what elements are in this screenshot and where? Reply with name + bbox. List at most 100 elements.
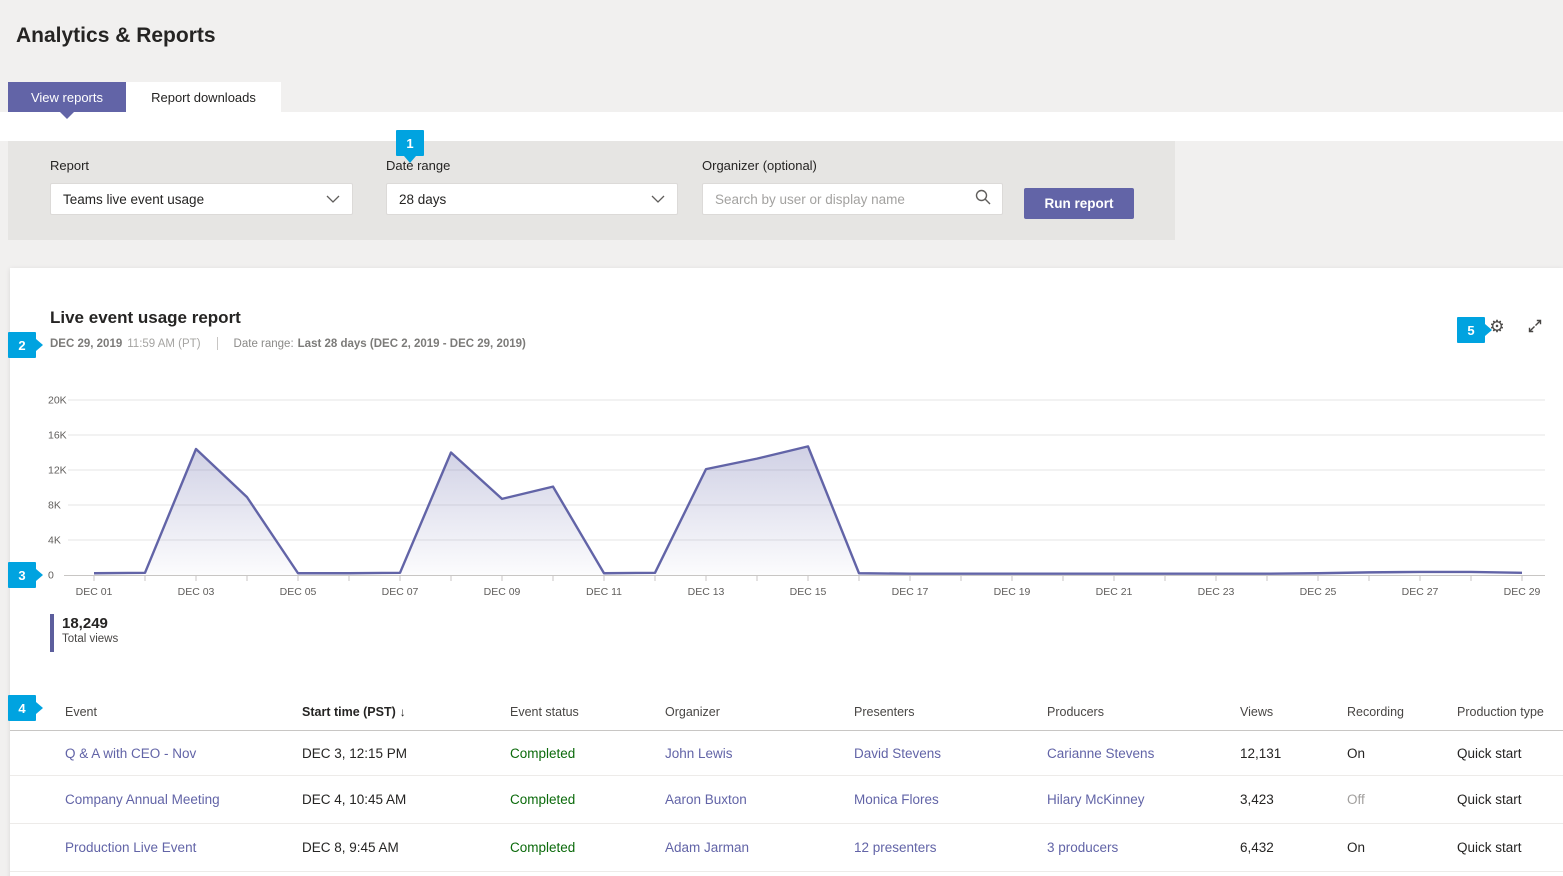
production-type-cell: Quick start — [1457, 840, 1563, 855]
col-header-recording[interactable]: Recording — [1347, 705, 1457, 719]
tab-view-reports[interactable]: View reports — [8, 82, 126, 112]
svg-text:DEC 03: DEC 03 — [178, 586, 215, 598]
col-header-production-type[interactable]: Production type — [1457, 705, 1563, 719]
recording-cell: On — [1347, 840, 1457, 855]
start-time-cell: DEC 8, 9:45 AM — [302, 840, 510, 855]
svg-text:DEC 19: DEC 19 — [994, 586, 1031, 598]
svg-text:DEC 05: DEC 05 — [280, 586, 317, 598]
col-header-event-status[interactable]: Event status — [510, 705, 665, 719]
meta-divider — [217, 337, 218, 350]
start-time-cell: DEC 4, 10:45 AM — [302, 792, 510, 807]
production-type-cell: Quick start — [1457, 746, 1563, 761]
producers-link[interactable]: Carianne Stevens — [1047, 746, 1240, 761]
chevron-down-icon — [651, 192, 665, 207]
svg-text:DEC 23: DEC 23 — [1198, 586, 1235, 598]
svg-text:DEC 11: DEC 11 — [586, 586, 622, 598]
date-range-filter-group: Date range 28 days — [386, 158, 678, 215]
svg-text:DEC 01: DEC 01 — [76, 586, 113, 598]
callout-1: 1 — [396, 130, 424, 156]
status-cell: Completed — [510, 746, 665, 761]
recording-cell: Off — [1347, 792, 1457, 807]
date-range-dropdown[interactable]: 28 days — [386, 183, 678, 215]
svg-text:12K: 12K — [48, 465, 67, 477]
callout-4: 4 — [8, 695, 36, 721]
svg-text:DEC 09: DEC 09 — [484, 586, 521, 598]
table-row: Production Live Event DEC 8, 9:45 AM Com… — [10, 824, 1563, 872]
organizer-link[interactable]: Adam Jarman — [665, 840, 854, 855]
svg-text:4K: 4K — [48, 535, 61, 547]
event-link[interactable]: Q & A with CEO - Nov — [65, 746, 302, 761]
callout-5: 5 — [1457, 317, 1485, 343]
callout-3: 3 — [8, 562, 36, 588]
col-header-presenters[interactable]: Presenters — [854, 705, 1047, 719]
event-link[interactable]: Company Annual Meeting — [65, 792, 302, 807]
organizer-link[interactable]: John Lewis — [665, 746, 854, 761]
table-row: Q & A with CEO - Nov DEC 3, 12:15 PM Com… — [10, 731, 1563, 776]
total-views-value: 18,249 — [62, 614, 118, 633]
col-header-start-time[interactable]: Start time (PST)↓ — [302, 705, 510, 719]
expand-fullscreen-icon[interactable] — [1525, 316, 1545, 336]
organizer-searchbox — [702, 183, 1003, 215]
presenters-link[interactable]: David Stevens — [854, 746, 1047, 761]
tab-report-downloads[interactable]: Report downloads — [126, 82, 281, 112]
usage-area-chart: 04K8K12K16K20KDEC 01DEC 03DEC 05DEC 07DE… — [40, 388, 1555, 600]
date-range-label: Date range — [386, 158, 678, 173]
report-time: 11:59 AM (PT) — [127, 338, 200, 350]
col-header-organizer[interactable]: Organizer — [665, 705, 854, 719]
callout-2: 2 — [8, 332, 36, 358]
report-title: Live event usage report — [50, 308, 241, 328]
organizer-filter-group: Organizer (optional) — [702, 158, 1003, 215]
table-row: Company Annual Meeting DEC 4, 10:45 AM C… — [10, 776, 1563, 824]
svg-text:DEC 17: DEC 17 — [892, 586, 929, 598]
filter-panel: Report Teams live event usage Date range… — [8, 141, 1175, 240]
run-report-button[interactable]: Run report — [1024, 188, 1134, 219]
views-cell: 12,131 — [1240, 746, 1347, 761]
svg-text:DEC 21: DEC 21 — [1096, 586, 1133, 598]
start-time-cell: DEC 3, 12:15 PM — [302, 746, 510, 761]
col-header-producers[interactable]: Producers — [1047, 705, 1240, 719]
status-cell: Completed — [510, 792, 665, 807]
card-actions: ⚙ — [1487, 316, 1545, 336]
svg-text:20K: 20K — [48, 395, 67, 407]
col-header-views[interactable]: Views — [1240, 705, 1347, 719]
chevron-down-icon — [326, 192, 340, 207]
total-views-accent-bar — [50, 614, 54, 652]
svg-text:DEC 29: DEC 29 — [1504, 586, 1541, 598]
report-date: DEC 29, 2019 — [50, 338, 122, 350]
date-range-caption-label: Date range: — [234, 338, 294, 350]
presenters-link[interactable]: Monica Flores — [854, 792, 1047, 807]
date-range-dropdown-value: 28 days — [399, 192, 651, 207]
svg-text:8K: 8K — [48, 500, 61, 512]
total-views-label: Total views — [62, 633, 118, 645]
sort-descending-icon: ↓ — [400, 705, 406, 719]
tab-strip: View reports Report downloads — [8, 82, 281, 112]
views-cell: 6,432 — [1240, 840, 1347, 855]
report-card: Live event usage report DEC 29, 2019 11:… — [10, 268, 1563, 876]
organizer-label: Organizer (optional) — [702, 158, 1003, 173]
svg-text:DEC 27: DEC 27 — [1402, 586, 1439, 598]
col-header-event[interactable]: Event — [65, 705, 302, 719]
report-dropdown[interactable]: Teams live event usage — [50, 183, 353, 215]
event-link[interactable]: Production Live Event — [65, 840, 302, 855]
report-meta: DEC 29, 2019 11:59 AM (PT) Date range: L… — [50, 337, 526, 350]
total-views-block: 18,249 Total views — [50, 614, 118, 652]
svg-text:16K: 16K — [48, 430, 67, 442]
svg-text:DEC 13: DEC 13 — [688, 586, 725, 598]
page-title: Analytics & Reports — [16, 24, 216, 48]
table-header-row: Event Start time (PST)↓ Event status Org… — [10, 694, 1563, 731]
presenters-link[interactable]: 12 presenters — [854, 840, 1047, 855]
report-filter-group: Report Teams live event usage — [50, 158, 353, 215]
organizer-search-input[interactable] — [715, 192, 974, 207]
events-table: Event Start time (PST)↓ Event status Org… — [10, 694, 1563, 872]
views-cell: 3,423 — [1240, 792, 1347, 807]
date-range-caption-value: Last 28 days (DEC 2, 2019 - DEC 29, 2019… — [298, 338, 526, 350]
producers-link[interactable]: Hilary McKinney — [1047, 792, 1240, 807]
production-type-cell: Quick start — [1457, 792, 1563, 807]
svg-text:DEC 15: DEC 15 — [790, 586, 827, 598]
search-icon — [974, 188, 992, 211]
organizer-link[interactable]: Aaron Buxton — [665, 792, 854, 807]
tab-content-strip — [0, 112, 1563, 141]
status-cell: Completed — [510, 840, 665, 855]
report-dropdown-value: Teams live event usage — [63, 192, 326, 207]
producers-link[interactable]: 3 producers — [1047, 840, 1240, 855]
